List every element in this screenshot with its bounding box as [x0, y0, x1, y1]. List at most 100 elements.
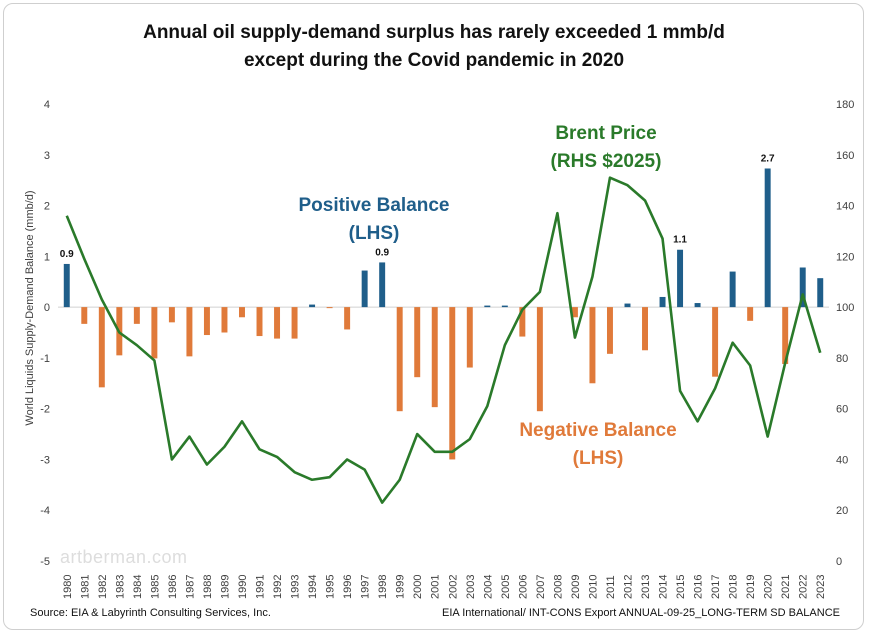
x-tick-label: 2019 [745, 575, 757, 599]
left-axis-ticks: 4 3 2 1 0 -1 -2 -3 -4 -5 [40, 99, 50, 568]
bar-2018 [729, 271, 736, 308]
bar-1987 [186, 307, 193, 357]
bar-2015 [677, 249, 684, 308]
x-tick-label: 1993 [290, 575, 302, 599]
y-tick-label: -1 [40, 353, 50, 365]
data-label-2015: 1.1 [673, 235, 687, 246]
y-tick-label: -3 [40, 454, 50, 466]
data-label-2020: 2.7 [761, 153, 775, 164]
y-axis-label: World Liquids Supply-Demand Balance (mmb… [24, 190, 36, 425]
x-tick-label: 1998 [377, 575, 389, 599]
bar-2021 [782, 307, 789, 364]
x-tick-label: 1980 [62, 575, 74, 599]
balance-bars [63, 168, 824, 460]
data-label-1980: 0.9 [60, 249, 74, 260]
x-tick-label: 2002 [447, 575, 459, 599]
bar-2019 [747, 307, 754, 321]
x-tick-label: 2006 [517, 575, 529, 599]
bar-2014 [659, 296, 666, 308]
bar-1998 [379, 262, 386, 308]
bar-1981 [81, 307, 88, 324]
bar-2001 [431, 307, 438, 408]
chart-title-line-1: Annual oil supply-demand surplus has rar… [143, 22, 725, 43]
bar-2017 [712, 307, 719, 377]
x-tick-label: 1987 [184, 575, 196, 599]
x-tick-label: 2012 [622, 575, 634, 599]
x-tick-label: 1985 [149, 575, 161, 599]
bar-2012 [624, 303, 631, 308]
y-tick-label: 2 [44, 201, 50, 213]
bar-1988 [203, 307, 210, 336]
bar-1980 [63, 263, 70, 308]
watermark: artberman.com [60, 547, 188, 567]
x-tick-label: 1996 [342, 575, 354, 599]
x-tick-label: 2013 [640, 575, 652, 599]
x-tick-label: 2018 [728, 575, 740, 599]
bar-2023 [817, 278, 824, 308]
bar-2000 [414, 307, 421, 378]
bar-1986 [168, 307, 175, 323]
x-tick-label: 1995 [325, 575, 337, 599]
bar-1989 [221, 307, 228, 333]
x-tick-label: 2021 [780, 575, 792, 599]
bar-2011 [606, 307, 613, 354]
y2-tick-label: 80 [836, 353, 848, 365]
bar-2005 [501, 305, 508, 308]
bar-data-labels: 0.9 0.9 1.1 2.7 [60, 153, 775, 259]
bar-1999 [396, 307, 403, 412]
y-tick-label: -5 [40, 556, 50, 568]
x-tick-label: 1984 [132, 575, 144, 599]
bar-2006 [519, 307, 526, 337]
bar-2020 [764, 168, 771, 308]
x-tick-label: 2007 [535, 575, 547, 599]
annotation-brent-price: Brent Price [555, 123, 656, 144]
y2-tick-label: 120 [836, 251, 854, 263]
brent-price-line [65, 176, 822, 504]
x-axis-ticks: 1980 1981 1982 1983 1984 1985 1986 1987 1988 1989… [62, 575, 827, 599]
x-tick-label: 1991 [255, 575, 267, 599]
bar-2016 [694, 303, 701, 308]
bar-2009 [571, 307, 578, 318]
x-tick-label: 2014 [658, 575, 670, 599]
y-tick-label: -2 [40, 404, 50, 416]
x-tick-label: 2016 [693, 575, 705, 599]
x-tick-label: 2008 [552, 575, 564, 599]
right-axis-ticks: 180 160 140 120 100 80 60 40 20 0 [836, 99, 854, 568]
y2-tick-label: 60 [836, 404, 848, 416]
x-tick-label: 1982 [97, 575, 109, 599]
x-tick-label: 2023 [815, 575, 827, 599]
annotation-positive-lhs: (LHS) [349, 223, 400, 244]
x-tick-label: 2020 [763, 575, 775, 599]
x-tick-label: 2003 [465, 575, 477, 599]
y-tick-label: 4 [44, 99, 50, 111]
y2-tick-label: 100 [836, 302, 854, 314]
y2-tick-label: 160 [836, 150, 854, 162]
y2-tick-label: 0 [836, 556, 842, 568]
x-tick-label: 1992 [272, 575, 284, 599]
y-tick-label: 1 [44, 251, 50, 263]
bar-1991 [256, 307, 263, 337]
bar-2010 [589, 307, 596, 384]
x-tick-label: 1981 [79, 575, 91, 599]
data-label-1998: 0.9 [375, 247, 389, 258]
x-tick-label: 2009 [570, 575, 582, 599]
y2-tick-label: 40 [836, 454, 848, 466]
bar-1982 [98, 307, 105, 388]
x-tick-label: 1999 [395, 575, 407, 599]
y-tick-label: 0 [44, 302, 50, 314]
bar-1997 [361, 270, 368, 308]
y-tick-label: -4 [40, 505, 50, 517]
bar-2003 [466, 307, 473, 368]
bar-1996 [344, 307, 351, 330]
x-tick-label: 1986 [167, 575, 179, 599]
y2-tick-label: 180 [836, 99, 854, 111]
bar-1992 [274, 307, 281, 339]
x-tick-label: 2010 [587, 575, 599, 599]
annotation-positive-balance: Positive Balance [298, 195, 449, 216]
bar-1995 [326, 307, 333, 309]
chart-title-line-2: except during the Covid pandemic in 2020 [244, 50, 624, 71]
bar-1984 [133, 307, 140, 324]
bar-1985 [151, 307, 158, 359]
annotation-negative-balance: Negative Balance [519, 420, 676, 441]
